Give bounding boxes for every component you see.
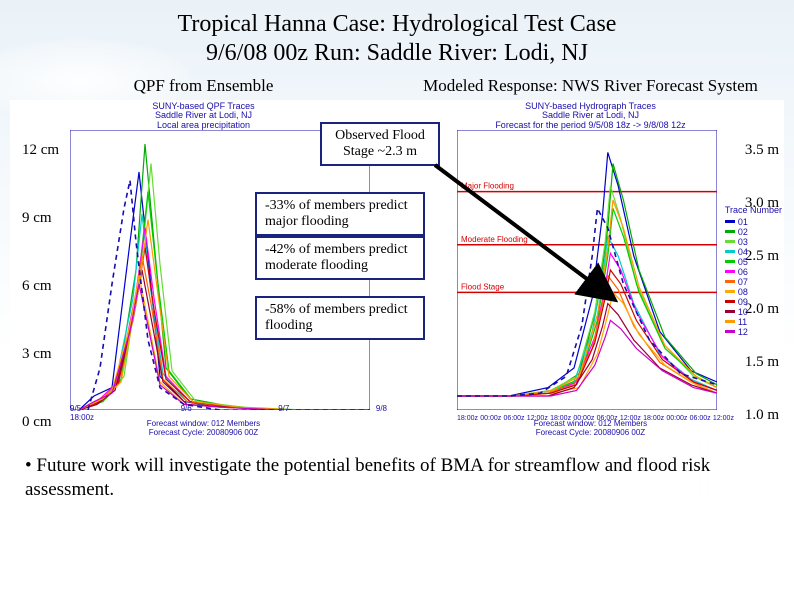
title-line-1: Tropical Hanna Case: Hydrological Test C… [0,10,794,39]
left-ylabel: 3 cm [22,346,72,363]
right-ylabel: 3.5 m [729,142,779,159]
left-ylabel: 12 cm [22,142,72,159]
observed-flood-box: Observed Flood Stage ~2.3 m [320,122,440,166]
left-ylabel: 9 cm [22,210,72,227]
right-bottom-caption: Forecast window: 012 MembersForecast Cyc… [397,420,784,438]
right-chart-sub: SUNY-based Hydrograph TracesSaddle River… [397,102,784,132]
left-header: QPF from Ensemble [10,76,397,96]
bullet-text: • Future work will investigate the poten… [0,440,794,503]
right-ylabel: 1.5 m [729,354,779,371]
right-header: Modeled Response: NWS River Forecast Sys… [397,76,784,96]
bullet-content: Future work will investigate the potenti… [25,455,710,501]
annot-58: -58% of members predict flooding [255,296,425,340]
annot-42: -42% of members predict moderate floodin… [255,236,425,280]
left-ylabel: 6 cm [22,278,72,295]
title-line-2: 9/6/08 00z Run: Saddle River: Lodi, NJ [0,39,794,68]
arrow-icon [430,160,650,330]
annot-33: -33% of members predict major flooding [255,192,425,236]
page-title: Tropical Hanna Case: Hydrological Test C… [0,0,794,68]
trace-legend: Trace Number010203040506070809101112 [725,205,782,337]
left-bottom-caption: Forecast window: 012 MembersForecast Cyc… [10,420,397,438]
